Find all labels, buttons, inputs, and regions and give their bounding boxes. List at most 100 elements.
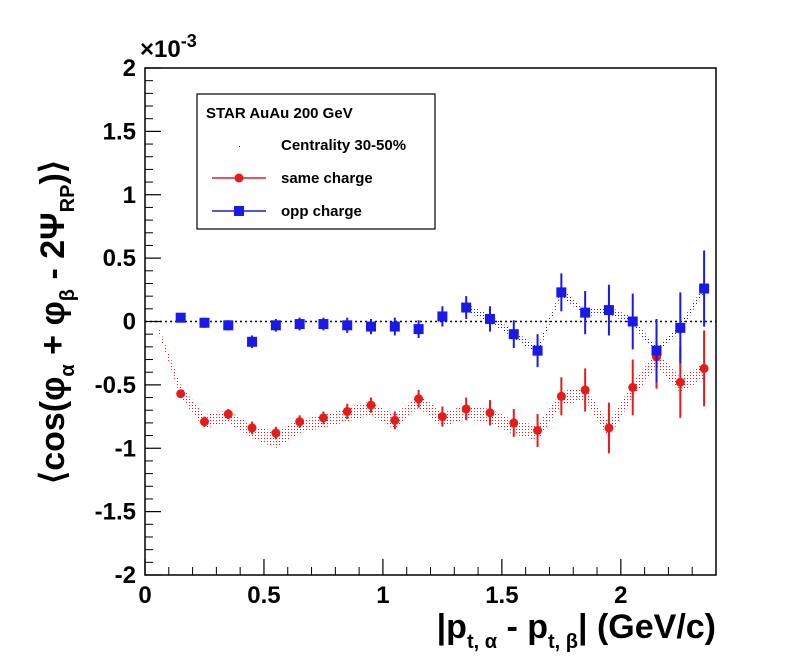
- x-tick-label: 1: [376, 582, 389, 609]
- y-tick-label: -1.5: [95, 499, 136, 526]
- opp-charge-marker: [389, 321, 400, 332]
- opp-charge-marker: [532, 345, 543, 356]
- opp-charge-marker: [437, 311, 448, 322]
- opp-charge-point: [461, 296, 472, 319]
- opp-charge-sys-band: [466, 284, 705, 355]
- systematic-bands: [156, 284, 705, 449]
- legend-same-charge-marker: [234, 173, 244, 183]
- opp-charge-point: [247, 335, 258, 349]
- opp-charge-marker: [651, 345, 662, 356]
- opp-charge-point: [223, 320, 234, 331]
- opp-charge-marker: [461, 302, 472, 313]
- opp-charge-point: [342, 317, 353, 333]
- same-charge-marker: [699, 363, 709, 373]
- same-charge-point: [366, 397, 376, 413]
- same-charge-point: [342, 403, 352, 420]
- same-charge-marker: [556, 391, 566, 401]
- same-charge-point: [604, 402, 614, 454]
- opp-charge-marker: [294, 319, 305, 330]
- opp-charge-marker: [413, 324, 424, 335]
- legend-entry-opp-charge: opp charge: [212, 203, 362, 220]
- opp-charge-point: [484, 306, 495, 332]
- opp-charge-point: [366, 318, 377, 335]
- opp-charge-point: [580, 291, 591, 335]
- opp-charge-marker: [508, 329, 519, 340]
- data-points: [175, 250, 710, 454]
- same-charge-marker: [533, 426, 543, 436]
- same-charge-marker: [675, 377, 685, 387]
- opp-charge-marker: [556, 287, 567, 298]
- opp-charge-point: [532, 334, 543, 368]
- same-charge-marker: [176, 389, 186, 399]
- same-charge-marker: [247, 423, 257, 433]
- opp-charge-point: [603, 284, 614, 336]
- same-charge-marker: [199, 417, 209, 427]
- opp-charge-marker: [175, 312, 186, 323]
- legend-centrality-label: Centrality 30-50%: [281, 137, 406, 154]
- legend-same-charge-label: same charge: [281, 170, 373, 187]
- y-tick-label: -1: [115, 435, 136, 462]
- same-charge-marker: [318, 413, 328, 423]
- y-axis-title: ⟨cos(φα + φβ - 2ΨRP)⟩: [34, 160, 79, 484]
- legend: STAR AuAu 200 GeV Centrality 30-50% same…: [196, 93, 436, 230]
- y-tick-label: 1.5: [103, 118, 136, 145]
- same-charge-point: [223, 408, 233, 420]
- x-tick-label: 0: [138, 582, 151, 609]
- opp-charge-marker: [342, 320, 353, 331]
- legend-title: STAR AuAu 200 GeV: [206, 105, 353, 122]
- same-charge-sys-band: [156, 321, 705, 449]
- x-tick-label: 0.5: [247, 582, 280, 609]
- opp-charge-marker: [580, 307, 591, 318]
- same-charge-point: [461, 397, 471, 421]
- same-charge-point: [176, 389, 186, 399]
- same-charge-marker: [509, 418, 519, 428]
- opp-charge-marker: [627, 316, 638, 327]
- opp-charge-marker: [247, 336, 258, 347]
- opp-charge-marker: [318, 319, 329, 330]
- legend-opp-charge-label: opp charge: [281, 203, 362, 220]
- same-charge-point: [556, 377, 566, 416]
- y-tick-label: -0.5: [95, 372, 136, 399]
- opp-charge-point: [675, 292, 686, 364]
- same-charge-marker: [461, 404, 471, 414]
- same-charge-marker: [223, 409, 233, 419]
- legend-centrality-marker: [239, 146, 240, 147]
- same-charge-point: [533, 414, 543, 447]
- opp-charge-point: [651, 318, 662, 383]
- opp-charge-point: [175, 312, 186, 323]
- opp-charge-marker: [199, 317, 210, 328]
- x-axis-title: |pt, α - pt, β| (GeV/c): [437, 608, 716, 653]
- same-charge-marker: [580, 385, 590, 395]
- same-charge-marker: [628, 382, 638, 392]
- same-charge-marker: [271, 428, 281, 438]
- y-tick-label: 0: [123, 309, 136, 336]
- legend-entry-same-charge: same charge: [212, 170, 373, 187]
- same-charge-point: [699, 330, 709, 407]
- opp-charge-point: [413, 320, 424, 338]
- same-charge-point: [295, 415, 305, 428]
- legend-opp-charge-marker: [234, 206, 244, 216]
- same-charge-marker: [295, 417, 305, 427]
- same-charge-point: [437, 406, 447, 427]
- same-charge-point: [509, 408, 519, 437]
- opp-charge-point: [627, 293, 638, 350]
- opp-charge-point: [699, 250, 710, 327]
- opp-charge-point: [270, 318, 281, 332]
- x-tick-label: 1.5: [485, 582, 518, 609]
- same-charge-marker: [414, 394, 424, 404]
- same-charge-marker: [342, 406, 352, 416]
- opp-charge-marker: [270, 320, 281, 331]
- opp-charge-marker: [675, 322, 686, 333]
- same-charge-point: [318, 411, 328, 425]
- same-charge-point: [199, 416, 209, 427]
- same-charge-point: [271, 426, 281, 440]
- opp-charge-point: [318, 317, 329, 331]
- y-tick-label: 1: [123, 182, 136, 209]
- opp-charge-point: [508, 320, 519, 349]
- opp-charge-marker: [699, 283, 710, 294]
- legend-entry-centrality: Centrality 30-50%: [239, 137, 406, 154]
- same-charge-point: [247, 421, 257, 435]
- opp-charge-point: [199, 317, 210, 328]
- same-charge-marker: [437, 412, 447, 422]
